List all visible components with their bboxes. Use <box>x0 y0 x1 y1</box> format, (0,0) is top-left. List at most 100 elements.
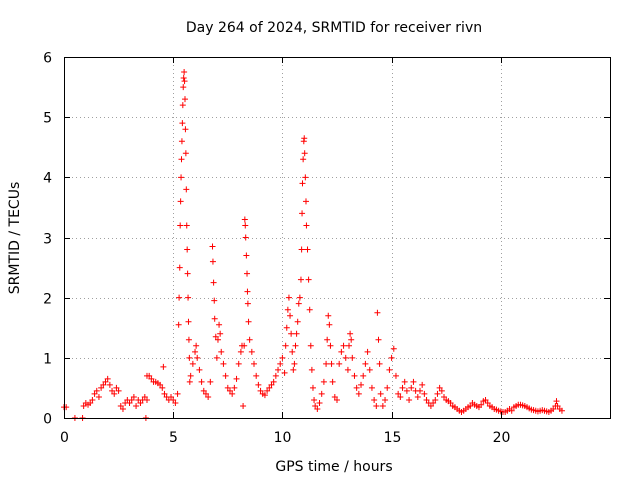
data-point <box>373 402 380 409</box>
data-point <box>386 366 393 373</box>
data-point <box>423 396 430 403</box>
data-point <box>508 407 515 414</box>
data-point <box>185 318 192 325</box>
y-tick-label: 4 <box>43 171 52 187</box>
x-tick-label: 20 <box>493 430 511 446</box>
x-tick-label: 0 <box>60 430 69 446</box>
data-point <box>95 393 102 400</box>
data-point <box>336 360 343 367</box>
data-point <box>128 396 135 403</box>
data-point <box>257 387 264 394</box>
data-point <box>325 312 332 319</box>
data-point <box>467 402 474 409</box>
data-point <box>237 348 244 355</box>
data-point <box>157 381 164 388</box>
data-point <box>300 156 307 163</box>
data-point <box>212 333 219 340</box>
data-point <box>285 294 292 301</box>
data-point <box>106 381 113 388</box>
data-point <box>207 378 214 385</box>
data-point <box>137 399 144 406</box>
data-point <box>181 78 188 85</box>
data-point <box>176 294 183 301</box>
x-axis-label: GPS time / hours <box>275 459 392 475</box>
data-point <box>311 396 318 403</box>
data-point <box>366 366 373 373</box>
data-point <box>172 399 179 406</box>
data-point <box>189 360 196 367</box>
data-point <box>229 390 236 397</box>
data-point <box>184 246 191 253</box>
data-point <box>318 390 325 397</box>
data-point <box>421 390 428 397</box>
chart-title: Day 264 of 2024, SRMTID for receiver riv… <box>186 20 482 36</box>
data-point <box>392 372 399 379</box>
data-point <box>109 387 116 394</box>
data-point <box>390 345 397 352</box>
data-point <box>241 216 248 223</box>
data-point <box>102 378 109 385</box>
data-point <box>209 258 216 265</box>
data-point <box>303 222 310 229</box>
data-point <box>279 354 286 361</box>
data-point <box>328 360 335 367</box>
data-point <box>224 384 231 391</box>
data-point <box>211 297 218 304</box>
data-point <box>281 369 288 376</box>
data-point <box>293 330 300 337</box>
data-point <box>302 198 309 205</box>
y-tick-label: 5 <box>43 111 52 127</box>
data-point <box>183 186 190 193</box>
data-point <box>183 222 190 229</box>
data-point <box>371 396 378 403</box>
data-points <box>61 69 565 421</box>
data-point <box>360 372 367 379</box>
data-point <box>180 75 187 82</box>
data-point <box>316 399 323 406</box>
data-point <box>182 150 189 157</box>
data-point <box>220 360 227 367</box>
data-point <box>185 294 192 301</box>
data-point <box>93 387 100 394</box>
data-point <box>401 378 408 385</box>
data-point <box>277 360 284 367</box>
data-point <box>213 354 220 361</box>
data-point <box>349 354 356 361</box>
data-point <box>374 309 381 316</box>
data-point <box>306 306 313 313</box>
data-point <box>253 372 260 379</box>
data-point <box>324 336 331 343</box>
data-point <box>113 384 120 391</box>
grid <box>64 57 610 418</box>
tick-labels: 0 5 10 15 20 0 1 2 3 4 5 6 <box>43 51 510 447</box>
data-point <box>296 294 303 301</box>
data-point <box>340 342 347 349</box>
data-point <box>438 387 445 394</box>
data-point <box>211 315 218 322</box>
data-point <box>397 393 404 400</box>
data-point <box>283 324 290 331</box>
data-point <box>178 174 185 181</box>
data-point <box>244 300 251 307</box>
axis-ticks <box>64 57 610 419</box>
data-point <box>291 360 298 367</box>
data-point <box>399 384 406 391</box>
data-point <box>175 321 182 328</box>
data-point <box>550 405 557 412</box>
data-point <box>174 390 181 397</box>
y-tick-label: 0 <box>43 412 52 428</box>
data-point <box>104 375 111 382</box>
data-point <box>235 360 242 367</box>
data-point <box>268 381 275 388</box>
data-point <box>91 390 98 397</box>
data-point <box>241 342 248 349</box>
data-point <box>184 270 191 277</box>
data-point <box>377 390 384 397</box>
data-point <box>179 102 186 109</box>
data-point <box>364 348 371 355</box>
data-point <box>159 384 166 391</box>
data-point <box>255 381 262 388</box>
data-point <box>192 348 199 355</box>
data-point <box>251 360 258 367</box>
data-point <box>430 399 437 406</box>
